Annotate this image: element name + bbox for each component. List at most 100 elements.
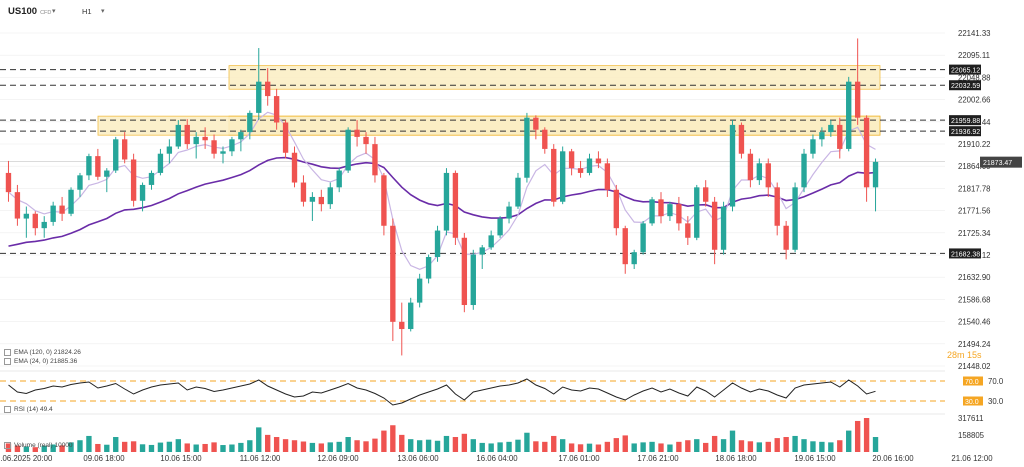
time-tick-label: 06.06.2025 20:00 <box>0 454 53 463</box>
candle-body <box>872 161 879 188</box>
volume-bar <box>685 440 691 452</box>
volume-bar <box>220 445 226 452</box>
candle-body <box>774 187 780 226</box>
candle-body <box>381 175 387 226</box>
volume-bar <box>184 443 190 452</box>
candle-body <box>765 163 771 188</box>
legend-volume[interactable]: Volume (real) 10000 <box>4 442 73 449</box>
candle-body <box>711 201 718 250</box>
volume-bar <box>631 443 637 452</box>
volume-bar <box>50 444 56 452</box>
chevron-down-icon[interactable]: ▾ <box>52 7 56 15</box>
ema-24-path <box>8 111 876 270</box>
volume-bar <box>783 437 789 452</box>
volume-bar <box>229 444 235 452</box>
volume-bar <box>336 441 342 452</box>
visibility-toggle-icon[interactable] <box>4 406 11 413</box>
time-tick-label: 09.06 18:00 <box>83 454 125 463</box>
candle-body <box>354 129 360 137</box>
current-price-label: 21873.47 <box>983 160 1012 167</box>
volume-bar <box>622 435 628 452</box>
volume-bar <box>68 442 74 452</box>
candle-body <box>542 129 548 149</box>
volume-bar <box>291 440 298 452</box>
rsi-level-tag-label: 70.0 <box>965 379 979 386</box>
volume-bar <box>506 441 512 452</box>
legend-ema-24[interactable]: EMA (24, 0) 21885.36 <box>4 358 77 365</box>
volume-bar <box>649 441 655 452</box>
volume-bar <box>872 437 879 452</box>
level-tags: 22065.12 22032.59 21959.88 21936.92 21682.38… <box>949 64 1022 259</box>
candle-body <box>68 189 74 214</box>
volume-bar <box>676 441 682 452</box>
candle-body <box>676 204 682 224</box>
volume-bar <box>256 427 262 452</box>
price-tick-label: 22141.33 <box>958 29 991 38</box>
volume-bar <box>515 439 521 452</box>
candle-body <box>23 213 30 219</box>
volume-bar <box>461 433 468 452</box>
candle-body <box>694 187 700 238</box>
candle-body <box>318 196 325 205</box>
candle-body <box>273 96 280 123</box>
volume-bar <box>416 440 423 452</box>
symbol-selector[interactable]: US100 CFD <box>8 6 51 17</box>
volume-bar <box>703 442 709 452</box>
symbol-type: CFD <box>40 10 52 16</box>
legend-ema-120[interactable]: EMA (120, 0) 21824.26 <box>4 349 81 356</box>
volume-bar <box>568 443 575 452</box>
candle-body <box>32 213 38 229</box>
volume-bar <box>399 434 405 452</box>
timeframe-selector[interactable]: H1 <box>82 7 92 16</box>
candle-body <box>336 170 342 188</box>
chevron-down-icon[interactable]: ▾ <box>101 7 105 15</box>
volume-bar <box>559 439 566 452</box>
price-tick-label: 21864.00 <box>958 162 991 171</box>
volume-bar <box>363 441 369 452</box>
volume-bar <box>711 435 718 452</box>
candle-body <box>452 172 459 238</box>
resistance-zone <box>97 115 881 136</box>
candle-body <box>238 132 244 140</box>
legend-rsi[interactable]: RSI (14) 49.4 <box>4 406 53 413</box>
level-tag <box>949 126 981 137</box>
rsi-level-tag <box>963 396 983 406</box>
price-tick-label: 21448.02 <box>958 362 991 371</box>
time-tick-label: 19.06 15:00 <box>794 454 836 463</box>
candle-body <box>738 124 745 154</box>
visibility-toggle-icon[interactable] <box>4 358 11 365</box>
level-tag <box>949 248 981 259</box>
volume-bar <box>497 442 503 452</box>
volume-tick-label: 158805 <box>958 431 985 440</box>
candle-body <box>854 81 861 118</box>
candle-body <box>148 172 155 185</box>
volume-bar <box>345 437 351 452</box>
level-tag-label: 21959.88 <box>951 118 980 125</box>
volume-bar <box>327 442 333 452</box>
candle-body <box>309 196 316 202</box>
visibility-toggle-icon[interactable] <box>4 349 11 356</box>
volume-bar <box>828 442 834 452</box>
volume-bar <box>14 445 21 452</box>
candle-body <box>720 206 727 250</box>
candle-body <box>416 278 423 303</box>
volume-bar <box>863 418 870 452</box>
time-tick-label: 13.06 06:00 <box>397 454 439 463</box>
volume-bar <box>837 440 843 452</box>
time-tick-label: 10.06 15:00 <box>160 454 202 463</box>
price-tick-label: 21910.22 <box>958 140 991 149</box>
candle-body <box>256 81 262 113</box>
candle-body <box>443 172 450 231</box>
volume-panel: 317611 158805 <box>0 413 985 452</box>
volume-bar <box>166 441 173 452</box>
candle-body <box>50 205 56 222</box>
volume-bar <box>720 439 727 452</box>
volume-tick-label: 317611 <box>958 414 983 423</box>
candle-body <box>130 159 137 201</box>
candle-body <box>104 170 110 177</box>
candle-body <box>77 175 83 190</box>
visibility-toggle-icon[interactable] <box>4 442 11 449</box>
candle-body <box>729 124 736 207</box>
candle-body <box>265 81 271 97</box>
